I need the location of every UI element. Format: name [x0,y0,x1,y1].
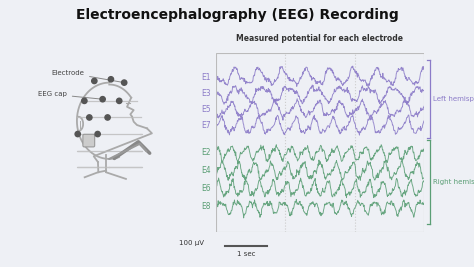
Text: E2: E2 [201,148,210,158]
Text: E3: E3 [201,89,210,98]
Circle shape [108,77,114,82]
Text: 1 sec: 1 sec [237,251,255,257]
Text: E4: E4 [201,166,210,175]
Text: E5: E5 [201,105,210,114]
Circle shape [105,115,110,120]
Circle shape [91,78,97,84]
Text: Left hemisphere: Left hemisphere [433,96,474,102]
Circle shape [87,115,92,120]
Text: Right hemisphere: Right hemisphere [433,179,474,185]
Text: E6: E6 [201,184,210,194]
Circle shape [75,131,81,137]
Bar [216,53,424,232]
Text: E1: E1 [201,73,210,81]
Circle shape [117,98,122,104]
Text: Electrode: Electrode [51,70,121,82]
Text: E8: E8 [201,202,210,211]
Circle shape [121,80,127,85]
Circle shape [100,97,105,102]
Text: Measured potential for each electrode: Measured potential for each electrode [237,34,403,43]
Circle shape [95,131,100,137]
Text: Electroencephalography (EEG) Recording: Electroencephalography (EEG) Recording [76,8,398,22]
Text: 100 μV: 100 μV [179,240,204,246]
Text: E7: E7 [201,121,210,131]
Text: EEG cap: EEG cap [38,91,100,99]
Circle shape [82,98,87,104]
FancyBboxPatch shape [83,134,95,147]
